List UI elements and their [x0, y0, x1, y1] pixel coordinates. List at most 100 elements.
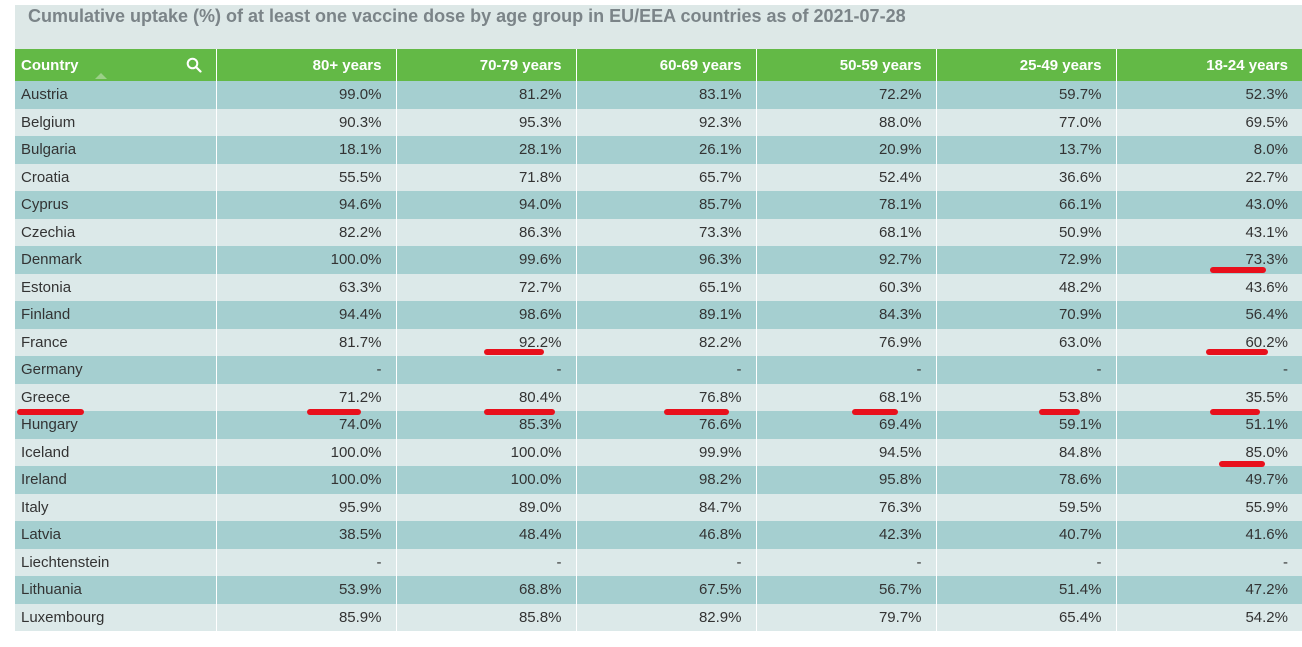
table-row: Germany - - - - - - [15, 356, 1302, 384]
search-icon[interactable] [186, 57, 202, 73]
value-25-49: 59.7% [936, 81, 1117, 109]
value-25-49: - [936, 356, 1117, 384]
value-18-24: 43.1% [1116, 218, 1302, 246]
value-70-79: - [396, 548, 577, 576]
value-70-79: 81.2% [396, 81, 577, 109]
page-title: Cumulative uptake (%) of at least one va… [28, 6, 906, 26]
column-header-50-59[interactable]: 50-59 years [756, 49, 937, 81]
value-18-24: - [1116, 356, 1302, 384]
value-18-24: 54.2% [1116, 603, 1302, 631]
value-50-59: 79.7% [756, 603, 937, 631]
column-header-70-79[interactable]: 70-79 years [396, 49, 577, 81]
table-row: Greece 71.2% 80.4% 76.8% 68.1% 53.8% 35.5% [15, 383, 1302, 411]
country-cell: Czechia [15, 218, 217, 246]
value-60-69: 76.6% [576, 411, 757, 439]
value-50-59: 56.7% [756, 576, 937, 604]
value-60-69: 99.9% [576, 438, 757, 466]
table-panel: Cumulative uptake (%) of at least one va… [15, 5, 1302, 631]
value-60-69: 92.3% [576, 108, 757, 136]
table-row: Ireland 100.0% 100.0% 98.2% 95.8% 78.6% 49.7% [15, 466, 1302, 494]
value-50-59: 52.4% [756, 163, 937, 191]
value-70-79: 72.7% [396, 273, 577, 301]
value-60-69: 96.3% [576, 246, 757, 274]
value-50-59: 84.3% [756, 301, 937, 329]
table-row: Lithuania 53.9% 68.8% 67.5% 56.7% 51.4% 47.2% [15, 576, 1302, 604]
value-18-24: 56.4% [1116, 301, 1302, 329]
header-row: Country 80+ years 70-79 years 60-69 year… [15, 49, 1302, 81]
country-cell: Belgium [15, 108, 217, 136]
country-cell: Germany [15, 356, 217, 384]
value-60-69: 67.5% [576, 576, 757, 604]
value-80-plus: 94.6% [216, 191, 397, 219]
value-70-79: 85.8% [396, 603, 577, 631]
column-header-80-plus[interactable]: 80+ years [216, 49, 397, 81]
value-18-24: 52.3% [1116, 81, 1302, 109]
value-60-69: 65.1% [576, 273, 757, 301]
country-cell: Greece [15, 383, 217, 411]
value-50-59: 60.3% [756, 273, 937, 301]
value-18-24: 69.5% [1116, 108, 1302, 136]
value-60-69: 73.3% [576, 218, 757, 246]
column-header-country[interactable]: Country [15, 49, 217, 81]
country-cell: Latvia [15, 521, 217, 549]
column-header-25-49[interactable]: 25-49 years [936, 49, 1117, 81]
table-row: Hungary 74.0% 85.3% 76.6% 69.4% 59.1% 51.1% [15, 411, 1302, 439]
value-18-24: 49.7% [1116, 466, 1302, 494]
table-row: Luxembourg 85.9% 85.8% 82.9% 79.7% 65.4% 54.2% [15, 603, 1302, 631]
value-70-79: 100.0% [396, 466, 577, 494]
value-18-24: 35.5% [1116, 383, 1302, 411]
value-80-plus: 53.9% [216, 576, 397, 604]
value-70-79: 92.2% [396, 328, 577, 356]
value-60-69: 82.9% [576, 603, 757, 631]
value-25-49: 59.5% [936, 493, 1117, 521]
country-cell: Iceland [15, 438, 217, 466]
table-row: Latvia 38.5% 48.4% 46.8% 42.3% 40.7% 41.6% [15, 521, 1302, 549]
value-70-79: 98.6% [396, 301, 577, 329]
value-70-79: 80.4% [396, 383, 577, 411]
country-cell: Lithuania [15, 576, 217, 604]
value-50-59: 72.2% [756, 81, 937, 109]
value-70-79: 85.3% [396, 411, 577, 439]
value-80-plus: 100.0% [216, 466, 397, 494]
value-60-69: - [576, 356, 757, 384]
value-18-24: 22.7% [1116, 163, 1302, 191]
value-70-79: 48.4% [396, 521, 577, 549]
column-header-60-69[interactable]: 60-69 years [576, 49, 757, 81]
value-60-69: 98.2% [576, 466, 757, 494]
value-60-69: 84.7% [576, 493, 757, 521]
value-50-59: - [756, 548, 937, 576]
value-60-69: 26.1% [576, 136, 757, 164]
country-cell: Luxembourg [15, 603, 217, 631]
value-80-plus: 38.5% [216, 521, 397, 549]
value-70-79: 28.1% [396, 136, 577, 164]
country-cell: Ireland [15, 466, 217, 494]
value-80-plus: 100.0% [216, 246, 397, 274]
value-25-49: 66.1% [936, 191, 1117, 219]
value-80-plus: - [216, 548, 397, 576]
value-50-59: 69.4% [756, 411, 937, 439]
value-25-49: 13.7% [936, 136, 1117, 164]
value-50-59: 76.3% [756, 493, 937, 521]
value-80-plus: 82.2% [216, 218, 397, 246]
sort-arrow-icon[interactable] [95, 73, 107, 79]
value-70-79: 99.6% [396, 246, 577, 274]
value-18-24: - [1116, 548, 1302, 576]
country-cell: Cyprus [15, 191, 217, 219]
value-70-79: 89.0% [396, 493, 577, 521]
column-header-18-24[interactable]: 18-24 years [1116, 49, 1302, 81]
value-25-49: 65.4% [936, 603, 1117, 631]
value-60-69: 85.7% [576, 191, 757, 219]
value-80-plus: - [216, 356, 397, 384]
value-60-69: - [576, 548, 757, 576]
value-50-59: 88.0% [756, 108, 937, 136]
value-60-69: 89.1% [576, 301, 757, 329]
country-cell: France [15, 328, 217, 356]
value-60-69: 46.8% [576, 521, 757, 549]
value-50-59: 94.5% [756, 438, 937, 466]
table-row: Estonia 63.3% 72.7% 65.1% 60.3% 48.2% 43.6% [15, 273, 1302, 301]
table-row: Italy 95.9% 89.0% 84.7% 76.3% 59.5% 55.9% [15, 493, 1302, 521]
table-row: Croatia 55.5% 71.8% 65.7% 52.4% 36.6% 22.7% [15, 163, 1302, 191]
value-18-24: 47.2% [1116, 576, 1302, 604]
table-row: Czechia 82.2% 86.3% 73.3% 68.1% 50.9% 43.1% [15, 218, 1302, 246]
value-25-49: 63.0% [936, 328, 1117, 356]
